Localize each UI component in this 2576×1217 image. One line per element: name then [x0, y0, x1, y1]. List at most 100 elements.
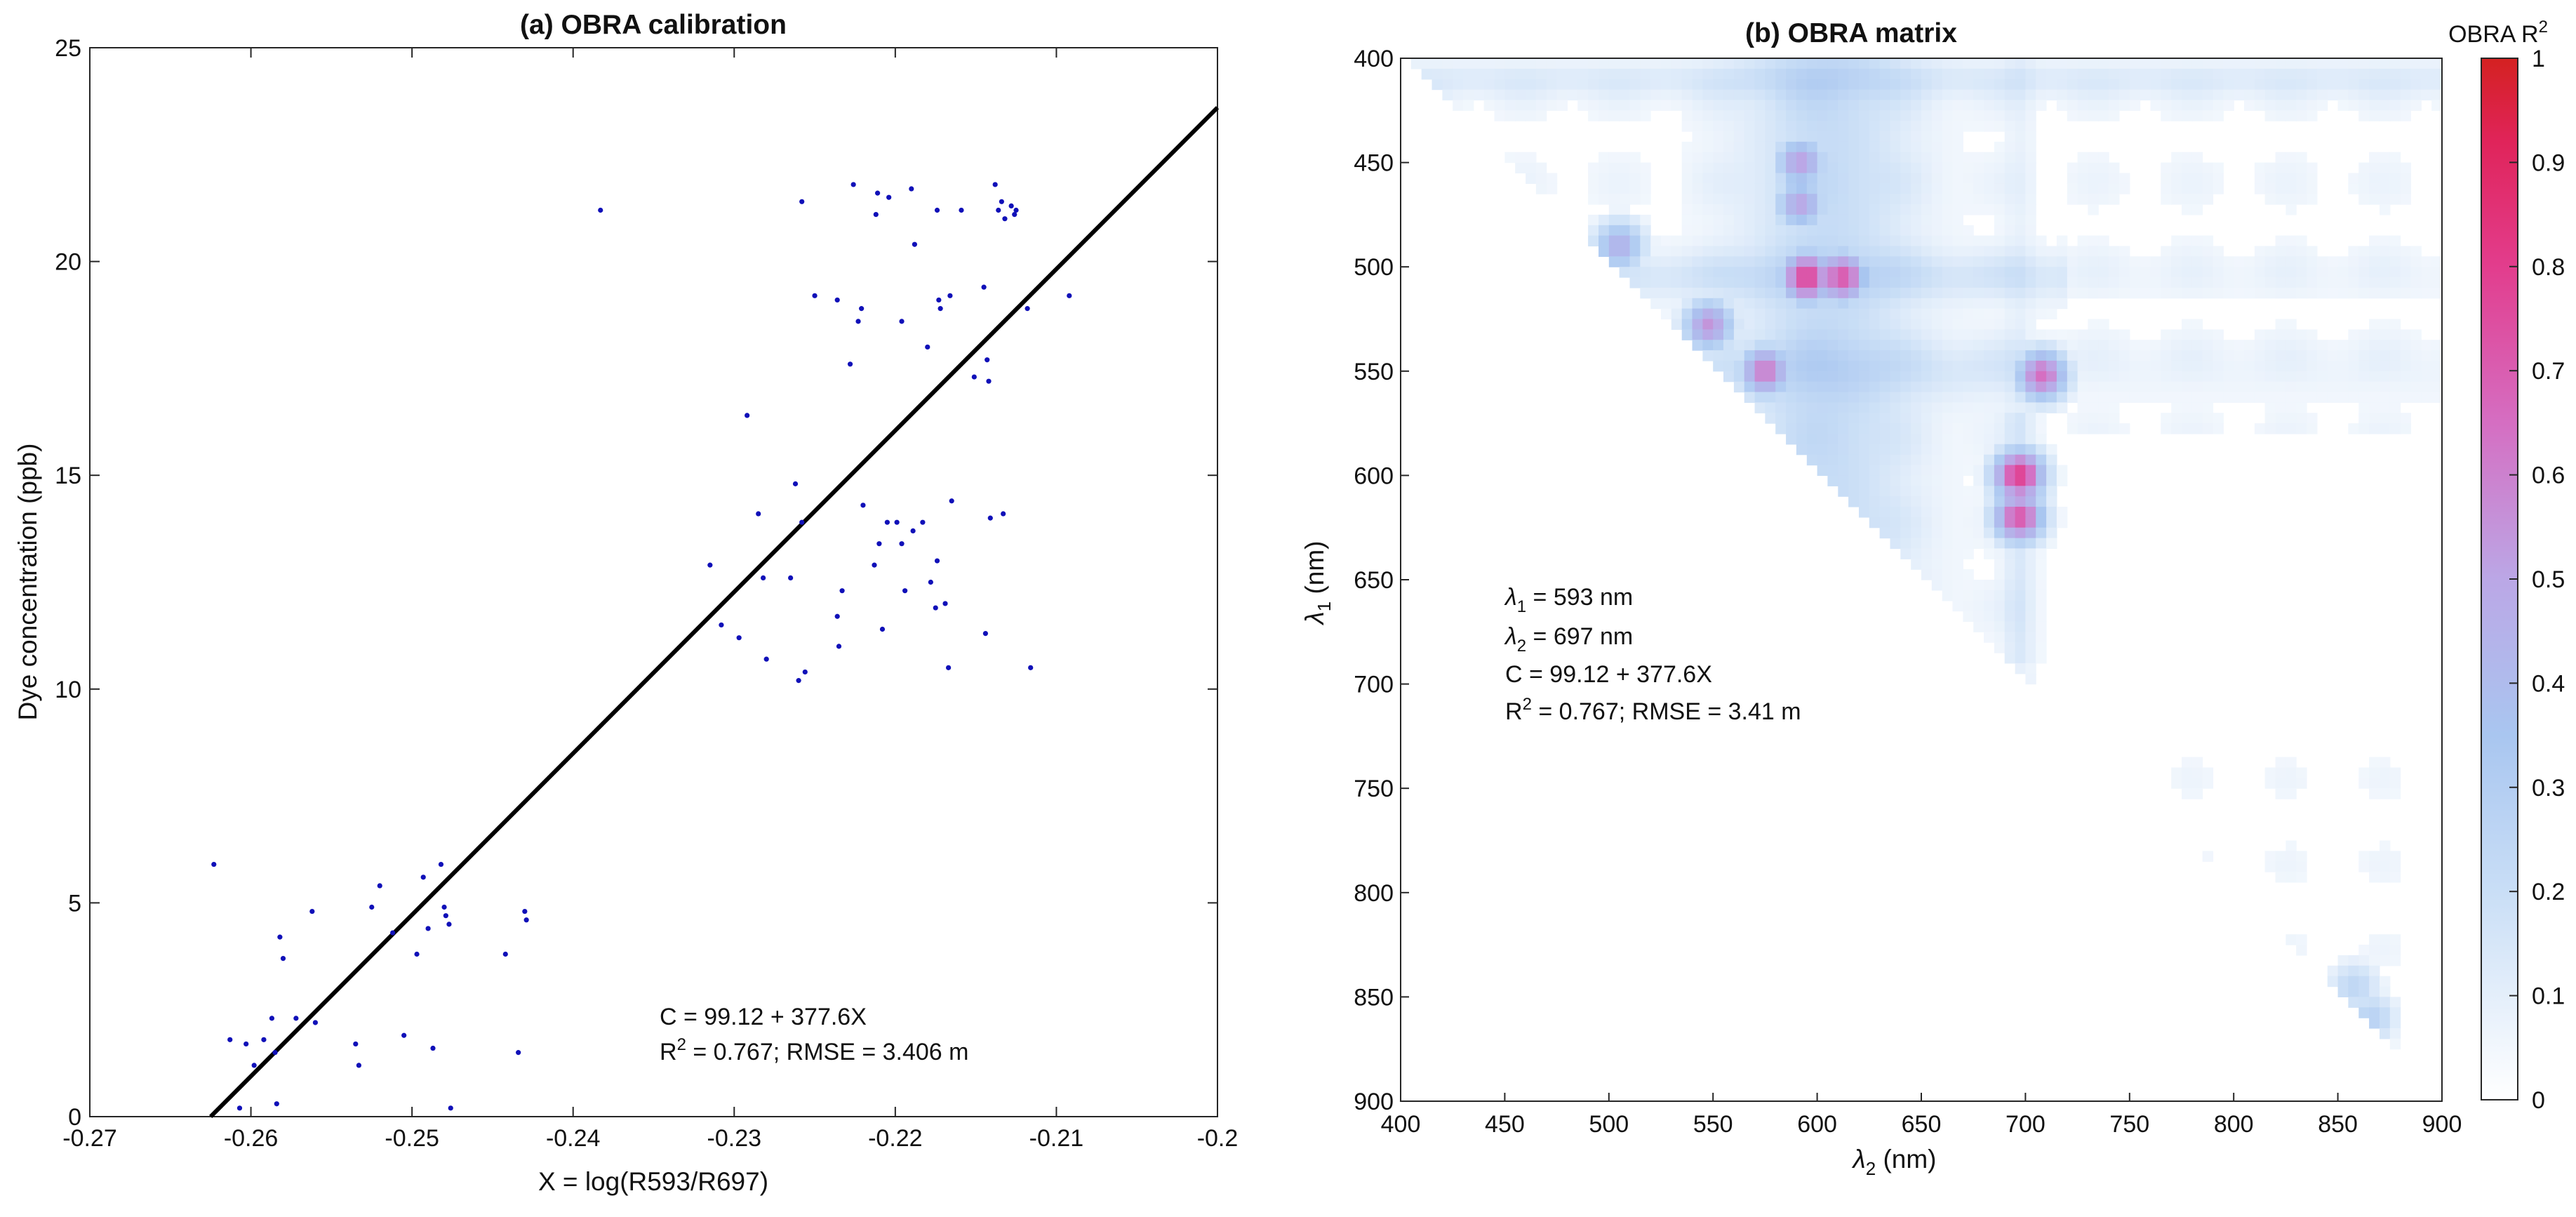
- heatmap-cell: [1754, 110, 1766, 121]
- heatmap-cell: [2327, 371, 2339, 383]
- colorbar-label-sup: 2: [2539, 18, 2548, 36]
- heatmap-cell: [1817, 183, 1828, 194]
- heatmap-cell: [1765, 110, 1776, 121]
- heatmap-cell: [1963, 371, 1974, 383]
- heatmap-cell: [2067, 194, 2078, 205]
- optimum-lambda1-symbol: λ: [1504, 584, 1517, 611]
- heatmap-cell: [2254, 360, 2266, 372]
- heatmap-cell: [2088, 110, 2099, 121]
- heatmap-cell: [2067, 392, 2078, 403]
- heatmap-cell: [2369, 934, 2380, 945]
- colorbar-tick-label: 0.7: [2532, 358, 2565, 385]
- colorbar-tick-label: 0.2: [2532, 879, 2565, 905]
- heatmap-cell: [2400, 360, 2411, 372]
- heatmap-cell: [1723, 79, 1735, 91]
- heatmap-cell: [2369, 68, 2380, 80]
- heatmap-cell: [2296, 235, 2307, 247]
- heatmap-cell: [1817, 89, 1828, 101]
- heatmap-cell: [1952, 527, 1963, 539]
- heatmap-cell: [1931, 100, 1943, 111]
- heatmap-cell: [2358, 329, 2370, 340]
- heatmap-cell: [2296, 851, 2307, 862]
- heatmap-cell: [1629, 246, 1641, 257]
- heatmap-cell: [1608, 68, 1620, 80]
- heatmap-cell: [1984, 79, 1995, 91]
- heatmap-cell: [2400, 194, 2411, 205]
- heatmap-cell: [2285, 183, 2297, 194]
- heatmap-cell: [2202, 89, 2214, 101]
- heatmap-cell: [2234, 267, 2245, 278]
- heatmap-cell: [1775, 329, 1787, 340]
- heatmap-cell: [1786, 110, 1797, 121]
- heatmap-cell: [2025, 204, 2036, 215]
- data-point: [934, 207, 940, 213]
- heatmap-cell: [2202, 851, 2214, 862]
- heatmap-cell: [1681, 183, 1693, 194]
- heatmap-cell: [2150, 392, 2161, 403]
- heatmap-cell: [1765, 121, 1776, 132]
- heatmap-cell: [1713, 225, 1724, 237]
- heatmap-cell: [1806, 340, 1818, 351]
- heatmap-cell: [1869, 486, 1881, 497]
- heatmap-cell: [1838, 360, 1849, 372]
- heatmap-cell: [1453, 68, 1464, 80]
- heatmap-cell: [2191, 277, 2203, 288]
- heatmap-cell: [2213, 381, 2224, 393]
- heatmap-cell: [2337, 287, 2349, 299]
- heatmap-cell: [2077, 277, 2088, 288]
- heatmap-cell: [1879, 235, 1890, 247]
- heatmap-cell: [1890, 444, 1901, 455]
- heatmap-cell: [2182, 402, 2193, 413]
- heatmap-cell: [2223, 340, 2234, 351]
- heatmap-cell: [2088, 58, 2099, 69]
- calibration-stats-rest: = 0.767; RMSE = 3.406 m: [686, 1039, 969, 1065]
- heatmap-cell: [1827, 194, 1838, 205]
- heatmap-cell: [2182, 194, 2193, 205]
- heatmap-cell: [2004, 611, 2016, 623]
- heatmap-cell: [2369, 976, 2380, 987]
- heatmap-cell: [2056, 350, 2068, 361]
- heatmap-cell: [1973, 68, 1984, 80]
- heatmap-cell: [1848, 204, 1860, 215]
- heatmap-cell: [1900, 507, 1911, 518]
- heatmap-cell: [1681, 204, 1693, 215]
- data-point: [312, 1020, 318, 1025]
- heatmap-cell: [2025, 590, 2036, 601]
- heatmap-cell: [2327, 381, 2339, 393]
- heatmap-cell: [1848, 162, 1860, 174]
- heatmap-cell: [2389, 235, 2401, 247]
- heatmap-cell: [1859, 308, 1870, 320]
- heatmap-cell: [2275, 392, 2286, 403]
- heatmap-cell: [1973, 444, 1984, 455]
- heatmap-cell: [1921, 507, 1933, 518]
- heatmap-cell: [1817, 121, 1828, 132]
- heatmap-cell: [2369, 173, 2380, 184]
- heatmap-cell: [1994, 454, 2006, 466]
- heatmap-cell: [1890, 517, 1901, 528]
- heatmap-cell: [1681, 162, 1693, 174]
- heatmap-cell: [1765, 381, 1776, 393]
- heatmap-cell: [1869, 225, 1881, 237]
- heatmap-cell: [1765, 413, 1776, 424]
- heatmap-cell: [1973, 496, 1984, 507]
- heatmap-cell: [2285, 788, 2297, 799]
- heatmap-cell: [1453, 79, 1464, 91]
- heatmap-cell: [2380, 183, 2391, 194]
- heatmap-cell: [1786, 162, 1797, 174]
- heatmap-cell: [2285, 319, 2297, 330]
- heatmap-cell: [2254, 256, 2266, 267]
- heatmap-cell: [2307, 371, 2318, 383]
- heatmap-cell: [1671, 58, 1683, 69]
- heatmap-cell: [2369, 757, 2380, 769]
- heatmap-cell: [1817, 246, 1828, 257]
- heatmap-cell: [2389, 350, 2401, 361]
- heatmap-cell: [2098, 267, 2109, 278]
- calibration-stats: R2 = 0.767; RMSE = 3.406 m: [660, 1035, 968, 1065]
- heatmap-cell: [1963, 79, 1974, 91]
- heatmap-cell: [1921, 267, 1933, 278]
- heatmap-cell: [1911, 131, 1922, 142]
- heatmap-cell: [1535, 173, 1547, 184]
- heatmap-cell: [2171, 423, 2182, 434]
- heatmap-cell: [1421, 68, 1433, 80]
- heatmap-cell: [2296, 277, 2307, 288]
